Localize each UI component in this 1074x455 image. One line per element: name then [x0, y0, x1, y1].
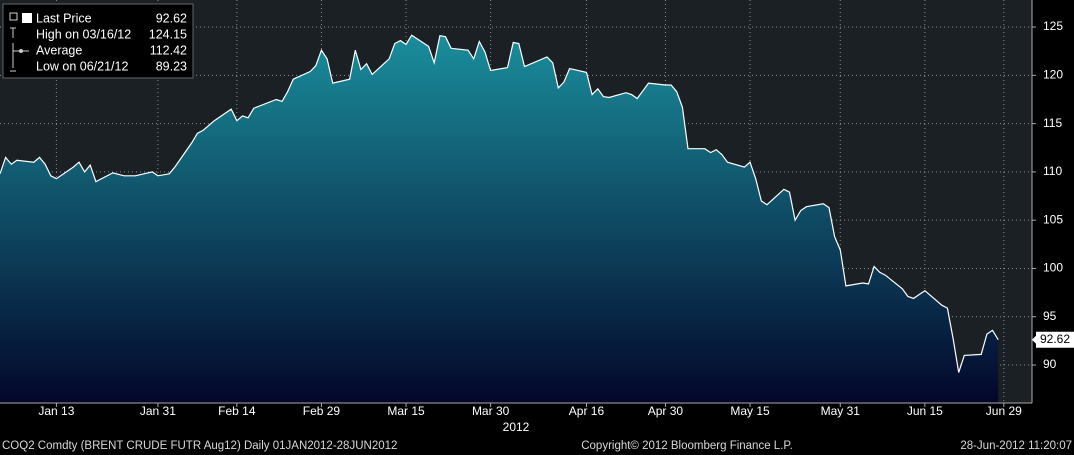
last-price-pointer	[1032, 334, 1037, 345]
footer-center: Copyright© 2012 Bloomberg Finance L.P.	[581, 440, 793, 452]
y-tick-label: 100	[1043, 261, 1063, 275]
y-tick-label: 90	[1043, 357, 1057, 371]
legend-value: 124.15	[149, 27, 187, 41]
axis-background	[0, 403, 1032, 437]
x-tick-label: May 31	[821, 404, 861, 418]
legend-label: Low on 06/21/12	[36, 59, 128, 73]
x-tick-label: Apr 30	[648, 404, 684, 418]
legend-icon	[10, 58, 16, 72]
x-tick-label: Feb 29	[303, 404, 341, 418]
footer-left: COQ2 Comdty (BRENT CRUDE FUTR Aug12) Dai…	[2, 440, 397, 452]
legend-label: High on 03/16/12	[36, 27, 131, 41]
legend-value: 89.23	[156, 59, 187, 73]
x-tick-label: May 15	[730, 404, 770, 418]
legend-icon	[10, 27, 16, 38]
x-tick-label: Jun 29	[986, 404, 1022, 418]
x-tick-label: Mar 15	[387, 404, 425, 418]
footer-right: 28-Jun-2012 11:20:07	[960, 440, 1072, 452]
axis-background	[1032, 0, 1074, 437]
last-price-label: 92.62	[1040, 332, 1070, 346]
y-tick-label: 105	[1043, 212, 1063, 226]
x-tick-label: Mar 30	[472, 404, 510, 418]
legend-label: Last Price	[36, 11, 92, 25]
area	[0, 35, 999, 403]
line	[0, 34, 999, 373]
last-price-box	[1036, 331, 1074, 348]
x-tick-label: Feb 14	[218, 404, 256, 418]
legend-box	[2, 3, 194, 79]
x-tick-label: Jun 15	[907, 404, 943, 418]
x-tick-label: Jan 13	[38, 404, 74, 418]
year-label: 2012	[503, 420, 530, 434]
legend: Last Price 92.62 High on 03/16/12 124.15…	[2, 3, 194, 79]
x-tick-label: Jan 31	[140, 404, 176, 418]
x-tick-label: Apr 16	[569, 404, 605, 418]
y-tick-label: 115	[1043, 116, 1062, 130]
y-tick-label: 125	[1043, 19, 1063, 33]
y-tick-label: 120	[1043, 67, 1063, 81]
legend-icon	[9, 12, 18, 21]
y-tick-label: 95	[1043, 309, 1057, 323]
legend-label: Average	[36, 43, 82, 57]
legend-icon	[22, 13, 32, 23]
legend-value: 92.62	[156, 11, 187, 25]
legend-value: 112.42	[150, 43, 187, 57]
legend-icon	[19, 49, 23, 53]
y-tick-label: 110	[1043, 164, 1062, 178]
